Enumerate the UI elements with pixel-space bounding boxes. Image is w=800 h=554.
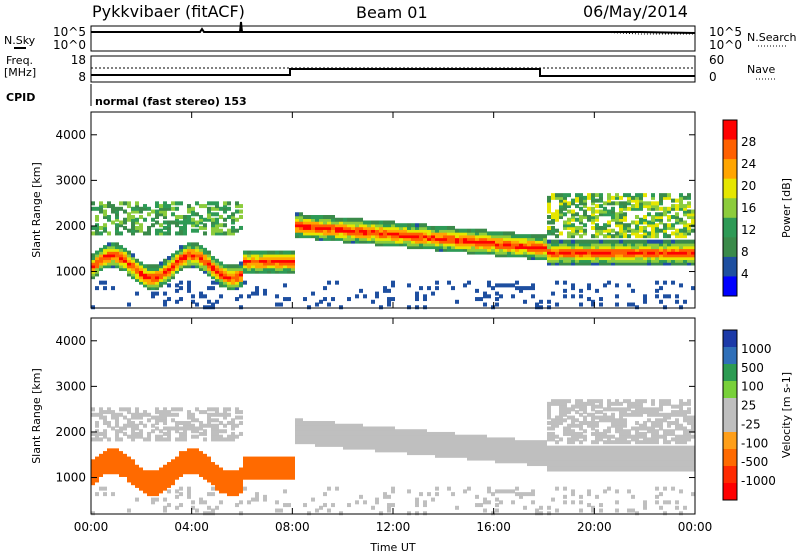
colorbar-cell bbox=[723, 120, 737, 141]
colorbar-frame bbox=[722, 329, 738, 501]
colorbar-cell bbox=[723, 483, 737, 501]
cpid-label: CPID bbox=[6, 91, 35, 104]
power-heatmap bbox=[91, 193, 695, 310]
cpid-value: normal (fast stereo) 153 bbox=[95, 95, 247, 108]
noise-tick-right-high: 10^5 bbox=[709, 25, 742, 39]
colorbar-tick-label: 24 bbox=[741, 157, 756, 171]
colorbar-cell bbox=[723, 364, 737, 382]
nave-label: Nave bbox=[747, 63, 775, 76]
freq-tick-high: 18 bbox=[71, 53, 86, 67]
x-tick-label: 04:00 bbox=[174, 520, 209, 534]
colorbar-cell bbox=[723, 159, 737, 180]
colorbar-cell bbox=[723, 449, 737, 467]
colorbar-tick-label: -100 bbox=[741, 436, 768, 450]
colorbar-tick-label: 25 bbox=[741, 399, 756, 413]
colorbar-tick-label: 20 bbox=[741, 179, 756, 193]
colorbar-cell bbox=[723, 415, 737, 433]
colorbar-cell bbox=[723, 466, 737, 484]
date-title: 06/May/2014 bbox=[583, 2, 688, 21]
nsky-label: N.Sky bbox=[4, 34, 36, 47]
colorbar-tick-label: 1000 bbox=[741, 342, 772, 356]
colorbar-tick-label: -500 bbox=[741, 455, 768, 469]
colorbar-frame bbox=[722, 119, 738, 297]
x-tick-label: 08:00 bbox=[275, 520, 310, 534]
colorbar-cell bbox=[723, 178, 737, 199]
colorbar-title: Power [dB] bbox=[780, 178, 793, 238]
nsearch-trace bbox=[560, 31, 695, 35]
y-tick-label: 1000 bbox=[55, 471, 86, 485]
colorbar-cell bbox=[723, 198, 737, 219]
x-tick-label: 20:00 bbox=[577, 520, 612, 534]
colorbar-tick-label: 28 bbox=[741, 135, 756, 149]
x-tick-label: 12:00 bbox=[376, 520, 411, 534]
y-tick-label: 2000 bbox=[55, 219, 86, 233]
y-tick-label: 3000 bbox=[55, 379, 86, 393]
colorbar-title: Velocity [m s-1] bbox=[780, 372, 793, 458]
y-tick-label: 3000 bbox=[55, 173, 86, 187]
colorbar-cell bbox=[723, 139, 737, 160]
colorbar-cell bbox=[723, 217, 737, 238]
y-axis-title: Slant Range [km] bbox=[30, 368, 43, 464]
colorbar-tick-label: 16 bbox=[741, 201, 756, 215]
colorbar-cell bbox=[723, 398, 737, 416]
noise-tick-left-high: 10^5 bbox=[53, 25, 86, 39]
colorbar-tick-label: 4 bbox=[741, 267, 749, 281]
y-tick-label: 4000 bbox=[55, 128, 86, 142]
colorbar-cell bbox=[723, 276, 737, 297]
colorbar-tick-label: 100 bbox=[741, 380, 764, 394]
colorbar-cell bbox=[723, 237, 737, 258]
colorbar-tick-label: 12 bbox=[741, 223, 756, 237]
freq-label: Freq. bbox=[6, 54, 33, 67]
x-tick-label: 00:00 bbox=[74, 520, 109, 534]
colorbar-cell bbox=[723, 256, 737, 277]
axes-layer: 1000 2000 3000 4000 Slant Range [km] 1000 2000… bbox=[30, 112, 712, 534]
beam-title: Beam 01 bbox=[356, 3, 428, 22]
velocity-panel bbox=[90, 317, 696, 516]
y-tick-label: 4000 bbox=[55, 334, 86, 348]
velocity-heatmap bbox=[91, 399, 695, 516]
nsearch-label: N.Search bbox=[747, 31, 797, 44]
x-axis-title: Time UT bbox=[369, 541, 415, 554]
power-panel bbox=[90, 111, 696, 310]
colorbar-tick-label: -25 bbox=[741, 417, 761, 431]
colorbar-tick-label: -1000 bbox=[741, 474, 776, 488]
noise-tick-right-low: 10^0 bbox=[709, 38, 742, 52]
colorbar-cell bbox=[723, 381, 737, 399]
noise-panel bbox=[90, 25, 696, 52]
freq-panel bbox=[90, 55, 696, 83]
x-tick-label: 16:00 bbox=[476, 520, 511, 534]
y-axis-title: Slant Range [km] bbox=[30, 162, 43, 258]
freq-unit: [MHz] bbox=[4, 66, 36, 79]
colorbar-cell bbox=[723, 330, 737, 348]
x-tick-label: 00:00 bbox=[678, 520, 713, 534]
y-tick-label: 2000 bbox=[55, 425, 86, 439]
freq-tick-low: 8 bbox=[78, 70, 86, 84]
nsky-trace bbox=[91, 21, 696, 34]
colorbar-tick-label: 8 bbox=[741, 245, 749, 259]
radar-title: Pykkvibaer (fitACF) bbox=[92, 2, 245, 21]
freq-trace bbox=[91, 68, 695, 77]
noise-tick-left-low: 10^0 bbox=[53, 38, 86, 52]
nave-tick-high: 60 bbox=[709, 53, 724, 67]
colorbar-cell bbox=[723, 347, 737, 365]
colorbar-tick-label: 500 bbox=[741, 361, 764, 375]
y-tick-label: 1000 bbox=[55, 265, 86, 279]
colorbar-cell bbox=[723, 432, 737, 450]
colorbars-layer: 4 8 12 16 20 24 28 Power [dB] 1000 500 100 25 -25 -10… bbox=[722, 119, 793, 501]
nave-tick-low: 0 bbox=[709, 70, 717, 84]
